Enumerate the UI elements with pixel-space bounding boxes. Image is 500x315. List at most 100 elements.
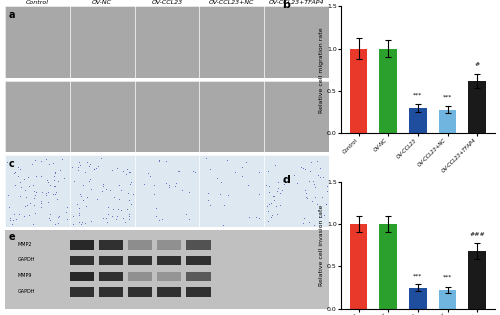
Point <box>144 170 152 175</box>
Point <box>112 216 120 221</box>
Point <box>264 218 272 223</box>
Point <box>56 213 64 218</box>
Point <box>24 175 32 180</box>
Point <box>16 193 24 198</box>
Point <box>8 221 16 226</box>
Point <box>310 222 318 227</box>
Point <box>308 198 316 203</box>
Point <box>82 169 90 174</box>
Point <box>106 188 114 193</box>
Bar <box>350 224 368 309</box>
Point <box>122 219 130 224</box>
Point <box>216 192 224 197</box>
Point <box>314 201 322 206</box>
FancyBboxPatch shape <box>128 240 152 249</box>
Text: OV-CCL23+NC: OV-CCL23+NC <box>209 0 254 5</box>
Point <box>214 176 222 181</box>
Point <box>129 192 137 197</box>
Bar <box>409 108 427 133</box>
Point <box>42 191 50 196</box>
Point <box>74 164 82 169</box>
Point <box>104 211 112 216</box>
Point <box>99 181 107 186</box>
Point <box>45 161 53 166</box>
Bar <box>380 224 397 309</box>
Point <box>220 202 228 207</box>
Point <box>44 178 52 183</box>
Point <box>70 222 78 227</box>
Point <box>191 169 199 174</box>
Point <box>16 180 24 185</box>
Point <box>86 161 94 166</box>
Point <box>273 211 281 216</box>
Point <box>318 195 326 200</box>
Point <box>165 182 173 187</box>
Point <box>51 170 59 175</box>
Point <box>20 204 28 209</box>
Point <box>218 179 226 184</box>
Point <box>90 166 98 171</box>
Point <box>14 174 22 179</box>
FancyBboxPatch shape <box>99 287 123 297</box>
Point <box>118 168 126 173</box>
Point <box>83 195 91 200</box>
Point <box>270 194 278 199</box>
Point <box>276 202 284 207</box>
Point <box>156 157 164 162</box>
Point <box>146 173 154 178</box>
Point <box>50 161 58 166</box>
Point <box>74 213 82 218</box>
Point <box>44 180 52 185</box>
Point <box>279 178 287 183</box>
Text: ***: *** <box>413 273 422 278</box>
Point <box>267 215 275 220</box>
Point <box>22 194 30 199</box>
Point <box>20 177 28 182</box>
Point <box>68 164 76 169</box>
Point <box>110 194 118 199</box>
Point <box>63 217 71 222</box>
Point <box>102 215 110 220</box>
Point <box>206 166 214 171</box>
Point <box>126 181 134 186</box>
Y-axis label: Relative cell invasion rate: Relative cell invasion rate <box>319 204 324 286</box>
Point <box>186 189 194 194</box>
Point <box>114 207 122 212</box>
Point <box>44 199 52 204</box>
Point <box>103 220 111 225</box>
Point <box>80 198 88 203</box>
Point <box>10 217 18 222</box>
Text: OV-NC: OV-NC <box>92 0 112 5</box>
Point <box>109 207 117 212</box>
Point <box>314 158 322 163</box>
Point <box>98 188 106 193</box>
Point <box>104 205 112 210</box>
FancyBboxPatch shape <box>157 272 182 281</box>
Point <box>224 193 232 198</box>
Point <box>32 211 40 216</box>
FancyBboxPatch shape <box>186 240 210 249</box>
Point <box>303 195 311 200</box>
Text: GAPDH: GAPDH <box>18 257 36 262</box>
Point <box>76 221 84 226</box>
Bar <box>409 288 427 309</box>
Point <box>108 213 116 218</box>
Point <box>280 182 288 187</box>
Point <box>182 211 190 216</box>
Point <box>51 221 59 226</box>
Point <box>48 192 56 197</box>
Point <box>307 160 315 165</box>
Point <box>262 183 270 188</box>
Point <box>36 205 44 210</box>
Point <box>165 184 173 189</box>
Point <box>85 163 93 169</box>
Point <box>75 159 83 164</box>
Point <box>272 204 280 209</box>
Point <box>150 182 158 187</box>
Point <box>269 193 277 198</box>
Point <box>324 183 332 188</box>
Text: OV-CCL23: OV-CCL23 <box>152 0 182 5</box>
Point <box>82 220 90 225</box>
Point <box>50 173 58 178</box>
Point <box>314 172 322 177</box>
